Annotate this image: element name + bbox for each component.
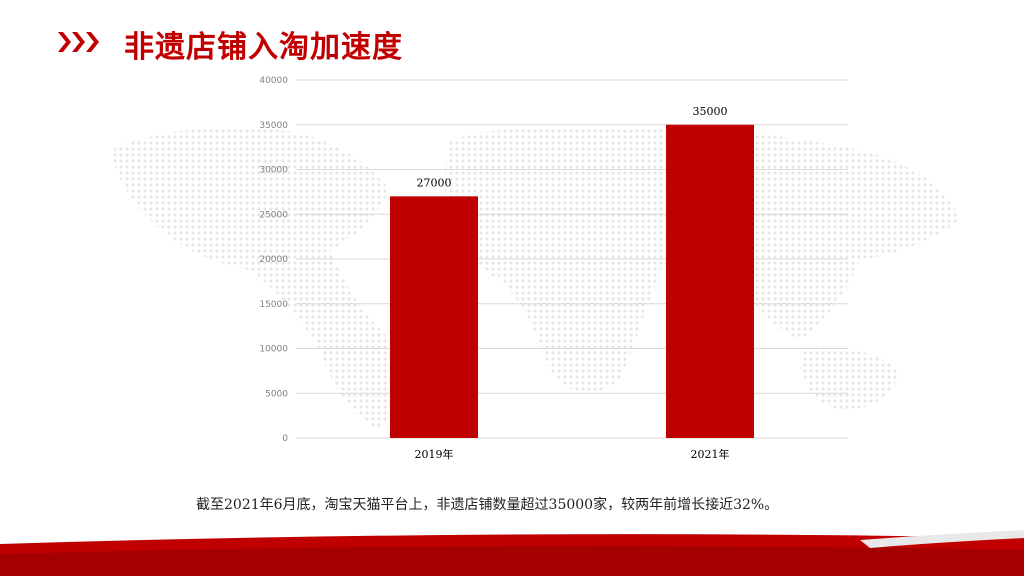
chart-caption: 截至2021年6月底，淘宝天猫平台上，非遗店铺数量超过35000家，较两年前增长… xyxy=(196,497,779,513)
bar xyxy=(390,196,478,438)
y-tick-label: 25000 xyxy=(259,210,288,220)
data-label: 35000 xyxy=(693,105,728,118)
footer-decoration xyxy=(0,530,1024,576)
x-tick-label: 2021年 xyxy=(691,447,730,461)
x-tick-label: 2019年 xyxy=(415,447,454,461)
triple-chevron-icon xyxy=(58,32,99,52)
page-title: 非遗店铺入淘加速度 xyxy=(124,30,403,65)
y-tick-label: 15000 xyxy=(259,300,288,310)
bar-chart: 0 5000 10000 15000 20000 25000 30000 35000 40000… xyxy=(259,76,848,461)
slide-header: 非遗店铺入淘加速度 xyxy=(0,0,1024,80)
y-tick-label: 10000 xyxy=(259,345,288,355)
y-tick-label: 35000 xyxy=(259,121,288,131)
y-tick-label: 0 xyxy=(282,434,288,444)
y-tick-label: 20000 xyxy=(259,255,288,265)
y-tick-label: 30000 xyxy=(259,166,288,176)
bar xyxy=(666,124,754,438)
y-tick-label: 40000 xyxy=(259,76,288,86)
y-tick-label: 5000 xyxy=(265,389,288,399)
data-label: 27000 xyxy=(417,176,452,189)
